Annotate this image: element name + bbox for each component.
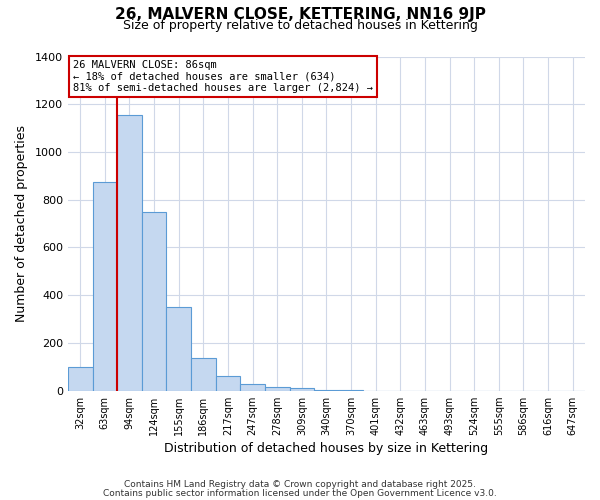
Bar: [117, 115, 142, 390]
Text: Contains HM Land Registry data © Crown copyright and database right 2025.: Contains HM Land Registry data © Crown c…: [124, 480, 476, 489]
Bar: [191, 358, 215, 390]
Bar: [265, 387, 290, 390]
Text: 26, MALVERN CLOSE, KETTERING, NN16 9JP: 26, MALVERN CLOSE, KETTERING, NN16 9JP: [115, 8, 485, 22]
Bar: [215, 376, 240, 390]
Text: Size of property relative to detached houses in Kettering: Size of property relative to detached ho…: [122, 19, 478, 32]
Text: 26 MALVERN CLOSE: 86sqm
← 18% of detached houses are smaller (634)
81% of semi-d: 26 MALVERN CLOSE: 86sqm ← 18% of detache…: [73, 60, 373, 93]
Bar: [92, 182, 117, 390]
Bar: [290, 388, 314, 390]
X-axis label: Distribution of detached houses by size in Kettering: Distribution of detached houses by size …: [164, 442, 488, 455]
Bar: [142, 212, 166, 390]
Bar: [68, 367, 92, 390]
Y-axis label: Number of detached properties: Number of detached properties: [15, 125, 28, 322]
Bar: [166, 307, 191, 390]
Text: Contains public sector information licensed under the Open Government Licence v3: Contains public sector information licen…: [103, 488, 497, 498]
Bar: [240, 384, 265, 390]
